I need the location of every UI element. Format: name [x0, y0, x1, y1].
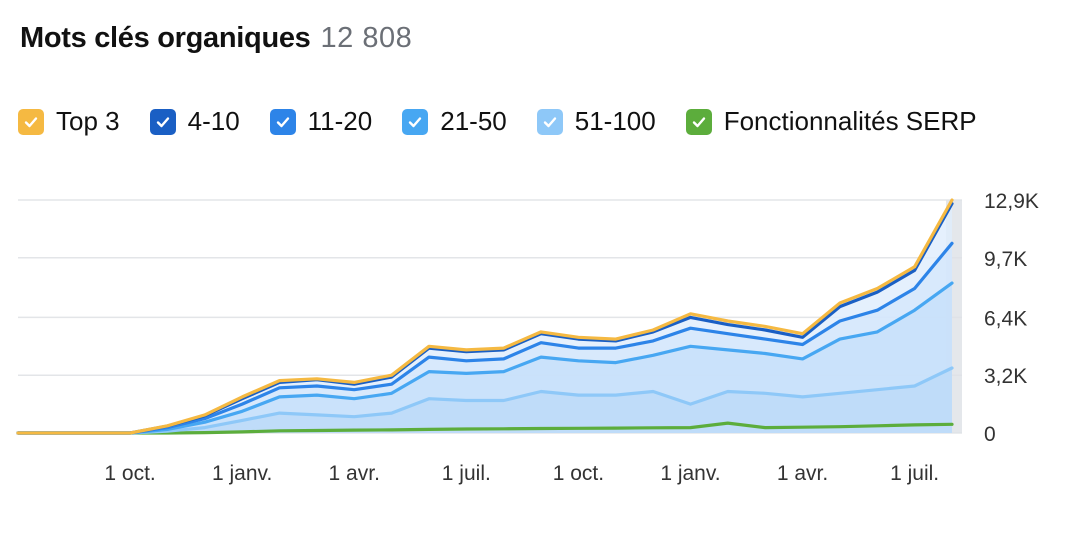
y-tick-label: 0: [984, 423, 996, 446]
legend-checkbox[interactable]: [536, 108, 563, 135]
checkmark-icon: [543, 116, 556, 127]
series-line-top-3: [16, 198, 954, 435]
legend-item-2[interactable]: 11-20: [269, 106, 373, 137]
series-line-11-20: [16, 241, 954, 435]
legend: Top 3 4-10 11-20 21-50 51-100 Fonctionnalités…: [18, 106, 977, 137]
series-line-21-50: [16, 281, 954, 435]
x-tick-label: 1 oct.: [553, 462, 604, 485]
legend-checkbox[interactable]: [18, 108, 44, 135]
y-tick-label: 3,2K: [984, 365, 1027, 388]
x-tick-label: 1 avr.: [777, 462, 828, 485]
checkmark-icon: [276, 116, 289, 127]
series-line-fonctionnalités-serp: [16, 421, 954, 435]
x-tick-label: 1 janv.: [660, 462, 720, 485]
legend-item-0[interactable]: Top 3: [18, 106, 120, 137]
legend-item-3[interactable]: 21-50: [402, 106, 507, 137]
checkmark-icon: [692, 116, 705, 127]
legend-label: 11-20: [307, 106, 373, 136]
organic-keywords-chart: 0 3,2K 6,4K 9,7K 12,9K 1 oct. 1 janv. 1 avr. 1 j…: [16, 190, 1039, 485]
series-line-51-100: [16, 366, 954, 435]
legend-checkbox[interactable]: [269, 108, 296, 135]
chart-header: Mots clés organiques 12 808: [20, 22, 412, 55]
x-tick-label: 1 avr.: [329, 462, 380, 485]
x-tick-label: 1 juil.: [890, 462, 939, 485]
x-tick-label: 1 janv.: [212, 462, 272, 485]
x-tick-label: 1 oct.: [104, 462, 155, 485]
legend-checkbox[interactable]: [402, 108, 429, 135]
chart-title: Mots clés organiques: [20, 22, 311, 54]
checkmark-icon: [156, 116, 169, 127]
legend-item-4[interactable]: 51-100: [536, 106, 656, 137]
checkmark-icon: [409, 116, 422, 127]
y-tick-label: 6,4K: [984, 307, 1027, 330]
legend-item-5[interactable]: Fonctionnalités SERP: [685, 106, 977, 137]
legend-checkbox[interactable]: [149, 108, 176, 135]
legend-label: 4-10: [187, 106, 240, 136]
legend-item-1[interactable]: 4-10: [149, 106, 240, 137]
x-tick-label: 1 juil.: [442, 462, 491, 485]
legend-checkbox[interactable]: [685, 108, 712, 135]
legend-label: Fonctionnalités SERP: [723, 106, 977, 136]
checkmark-icon: [24, 116, 38, 127]
legend-label: 21-50: [440, 106, 507, 136]
legend-label: 51-100: [574, 106, 656, 136]
keyword-count: 12 808: [320, 22, 413, 54]
y-tick-label: 9,7K: [984, 248, 1027, 271]
legend-label: Top 3: [56, 106, 120, 136]
y-tick-label: 12,9K: [984, 190, 1039, 213]
